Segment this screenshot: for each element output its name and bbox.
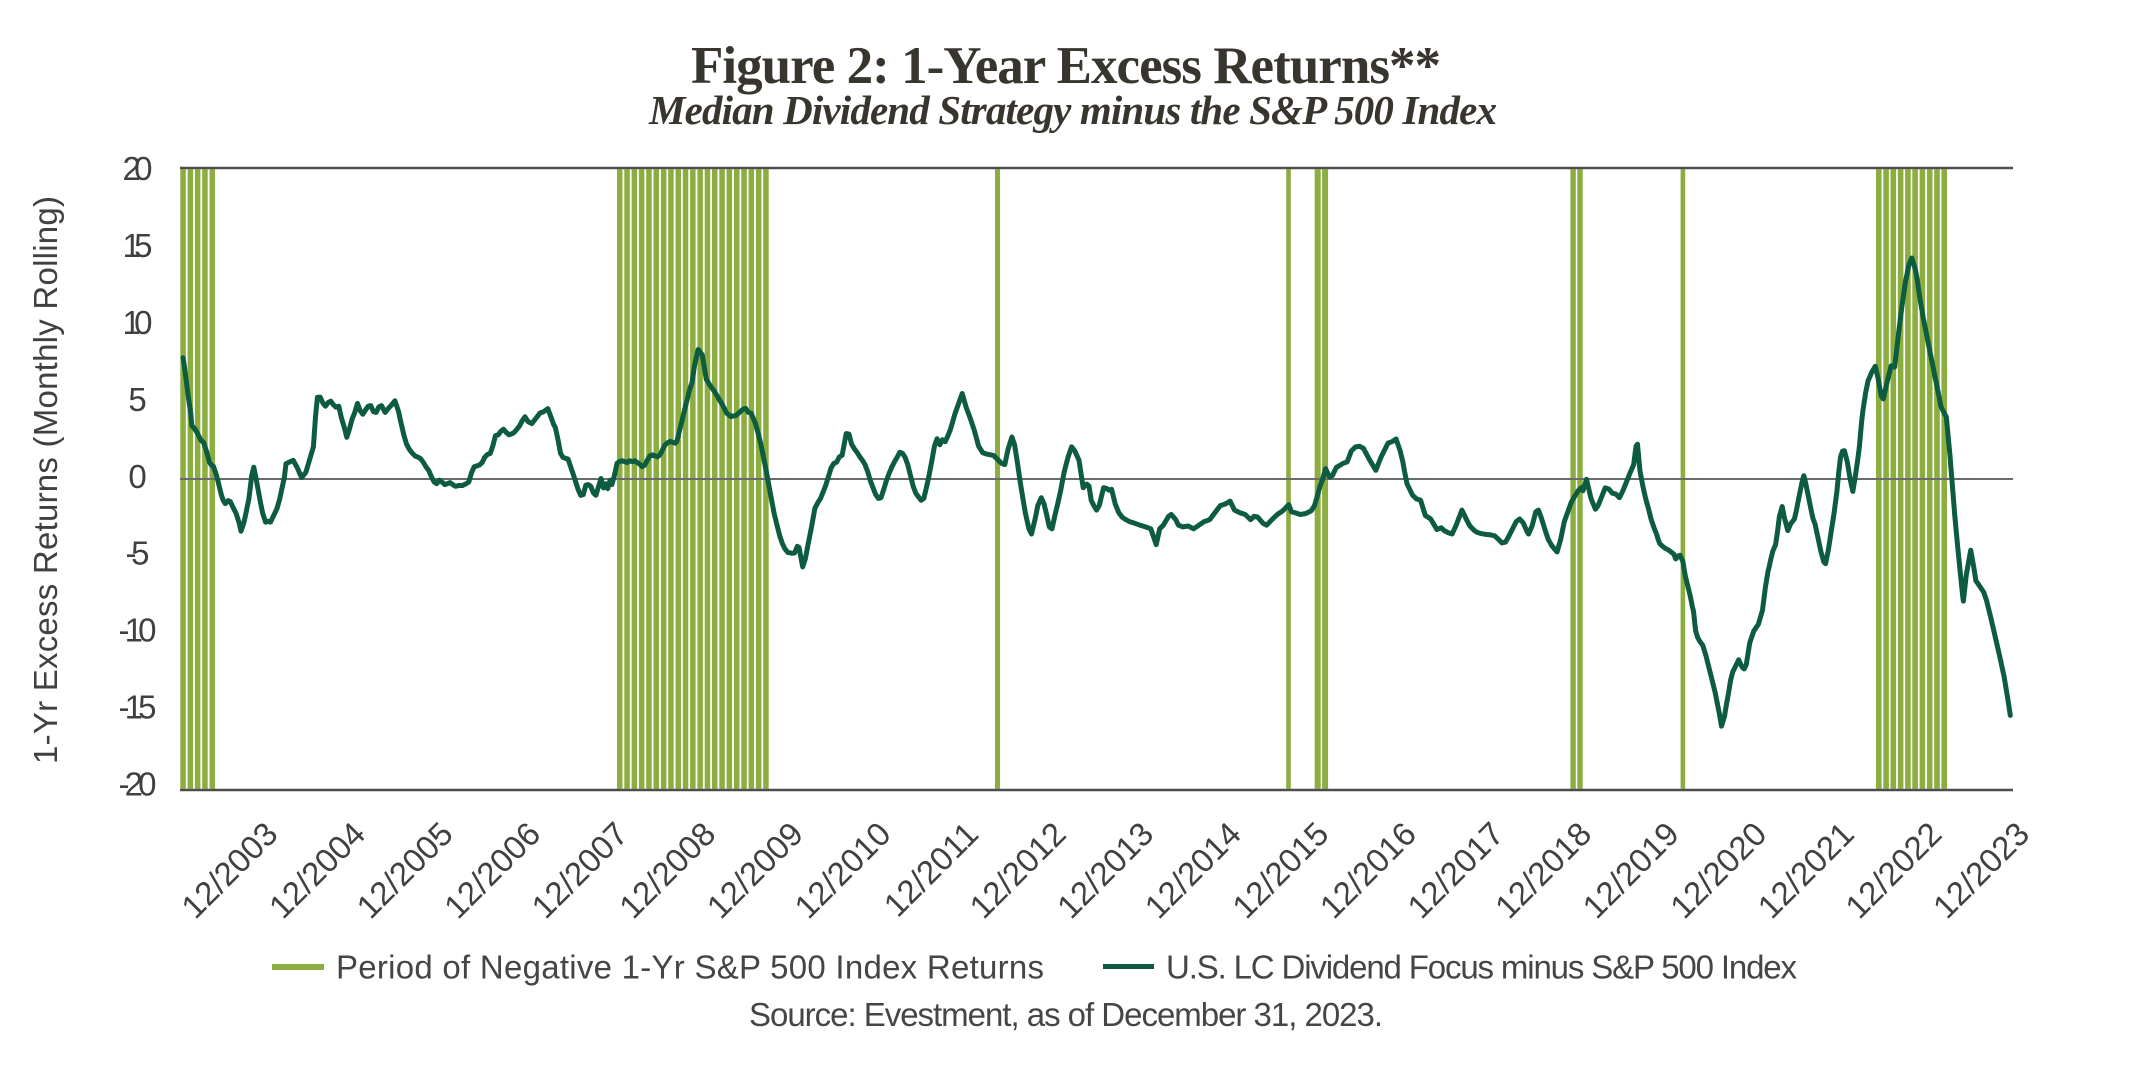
svg-text:0: 0: [128, 458, 146, 495]
svg-text:-20: -20: [119, 765, 157, 802]
svg-text:20: 20: [123, 150, 153, 187]
svg-text:5: 5: [128, 381, 146, 418]
svg-text:15: 15: [123, 227, 153, 264]
svg-text:Figure 2: 1-Year Excess Return: Figure 2: 1-Year Excess Returns**: [691, 37, 1441, 95]
svg-text:Source: Evestment, as of Decem: Source: Evestment, as of December 31, 20…: [749, 996, 1383, 1033]
svg-text:U.S. LC Dividend Focus minus S: U.S. LC Dividend Focus minus S&P 500 Ind…: [1166, 949, 1798, 986]
svg-text:-5: -5: [126, 535, 150, 572]
svg-text:Period of Negative 1-Yr S&P 50: Period of Negative 1-Yr S&P 500 Index Re…: [336, 949, 1044, 986]
svg-text:-15: -15: [119, 689, 157, 726]
svg-text:Median Dividend Strategy minus: Median Dividend Strategy minus the S&P 5…: [648, 87, 1497, 133]
svg-text:10: 10: [123, 304, 153, 341]
svg-text:1-Yr Excess Returns (Monthly R: 1-Yr Excess Returns (Monthly Rolling): [27, 196, 64, 764]
svg-text:-10: -10: [119, 612, 157, 649]
